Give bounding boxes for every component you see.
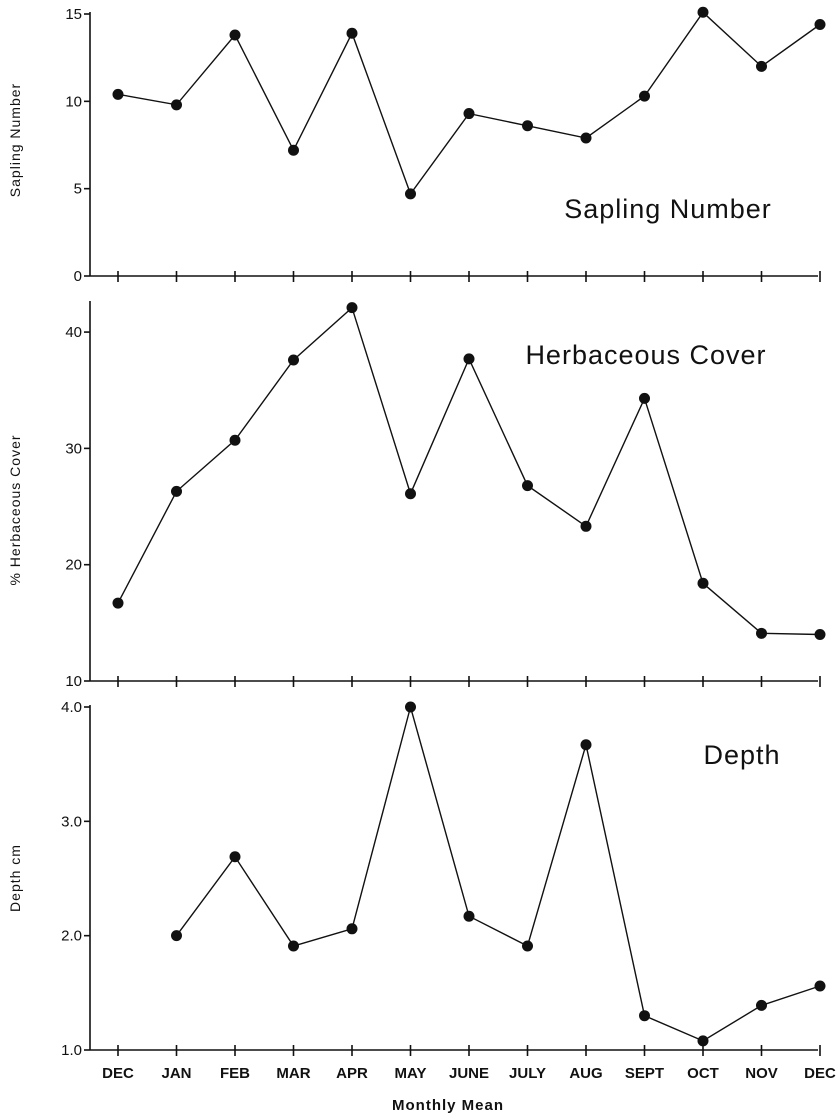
x-tick-label: JULY [509, 1065, 546, 1082]
data-point-aug [580, 520, 592, 532]
y-tick-label: 4.0 [61, 699, 82, 716]
data-point-dec [814, 18, 826, 30]
data-point-apr [346, 27, 358, 39]
y-tick-label: 5 [74, 181, 82, 198]
x-axis-title: Monthly Mean [392, 1097, 504, 1114]
x-tick-label: MAY [395, 1065, 427, 1082]
data-point-feb [229, 434, 241, 446]
data-point-apr [346, 923, 358, 935]
data-point-dec [112, 597, 124, 609]
x-axis-labels: DEC JAN FEB MAR APR MAY JUNE JULY AUG SEPT OCT NOV D… [102, 1065, 836, 1082]
y-tick-label: 10 [65, 93, 82, 110]
data-point-mar [288, 144, 299, 156]
x-tick-label: AUG [569, 1065, 602, 1082]
data-point-june [463, 108, 475, 120]
data-point-oct [697, 1035, 709, 1047]
data-point-nov [756, 627, 767, 639]
y-tick-label: 20 [65, 557, 82, 574]
data-point-july [522, 480, 533, 492]
panel-title: Herbaceous Cover [525, 340, 766, 370]
panel-depth: 1.0 2.0 3.0 4.0 Depth cm Depth [7, 699, 826, 1059]
data-point-july [522, 120, 533, 132]
x-tick-label: DEC [804, 1065, 836, 1082]
series-line [175, 704, 821, 1042]
panel-herbaceous-cover: 10 20 30 40 % Herbaceous Cover Herbaceous Cov… [7, 301, 826, 690]
y-tick-label: 0 [74, 268, 82, 285]
x-tick-label: DEC [102, 1065, 134, 1082]
data-point-mar [288, 940, 299, 952]
y-axis-title: % Herbaceous Cover [7, 434, 23, 585]
data-point-apr [346, 302, 358, 314]
data-point-jan [171, 485, 182, 497]
y-tick-label: 15 [65, 6, 82, 23]
panel-title: Sapling Number [564, 194, 772, 224]
data-point-dec [112, 88, 124, 100]
y-tick-label: 30 [65, 440, 82, 457]
data-point-may [405, 488, 416, 500]
data-point-nov [756, 60, 767, 72]
data-point-dec [814, 628, 826, 640]
x-tick-label: FEB [220, 1065, 250, 1082]
y-tick-label: 1.0 [61, 1042, 82, 1059]
panels-layer: 0 5 10 15 Sapling Number Sapling Number 10 20 30… [7, 6, 826, 1059]
data-point-may [405, 701, 416, 713]
data-point-may [405, 188, 416, 200]
panel-sapling-number: 0 5 10 15 Sapling Number Sapling Number [7, 6, 826, 285]
data-point-sept [639, 90, 650, 102]
x-tick-label: NOV [745, 1065, 778, 1082]
data-point-feb [229, 29, 241, 41]
data-point-sept [639, 392, 650, 404]
data-point-july [522, 940, 533, 952]
data-point-aug [580, 132, 592, 144]
data-point-oct [697, 577, 709, 589]
x-tick-label: APR [336, 1065, 368, 1082]
y-tick-label: 10 [65, 673, 82, 690]
data-point-jan [171, 930, 182, 942]
y-tick-label: 40 [65, 324, 82, 341]
data-point-sept [639, 1010, 650, 1022]
data-point-june [463, 910, 475, 922]
y-tick-label: 2.0 [61, 928, 82, 945]
y-tick-label: 3.0 [61, 813, 82, 830]
panel-title: Depth [703, 740, 780, 770]
data-point-nov [756, 999, 767, 1011]
data-point-dec [814, 980, 826, 992]
data-point-mar [288, 354, 299, 366]
x-tick-label: JUNE [449, 1065, 489, 1082]
y-axis-title: Depth cm [7, 844, 23, 912]
y-axis-title: Sapling Number [7, 83, 23, 197]
series-line [117, 11, 821, 196]
data-point-june [463, 353, 475, 365]
data-point-jan [171, 99, 182, 111]
data-point-aug [580, 739, 592, 751]
x-tick-label: MAR [276, 1065, 310, 1082]
data-point-oct [697, 6, 709, 18]
data-point-feb [229, 851, 241, 863]
x-tick-label: SEPT [625, 1065, 664, 1082]
x-tick-label: JAN [161, 1065, 191, 1082]
x-tick-label: OCT [687, 1065, 719, 1082]
